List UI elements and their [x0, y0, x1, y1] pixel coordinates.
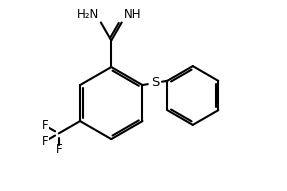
- Text: H₂N: H₂N: [77, 8, 99, 21]
- Text: F: F: [41, 119, 48, 132]
- Text: F: F: [55, 143, 62, 156]
- Text: NH: NH: [124, 8, 141, 21]
- Text: F: F: [41, 135, 48, 148]
- Text: S: S: [151, 76, 159, 89]
